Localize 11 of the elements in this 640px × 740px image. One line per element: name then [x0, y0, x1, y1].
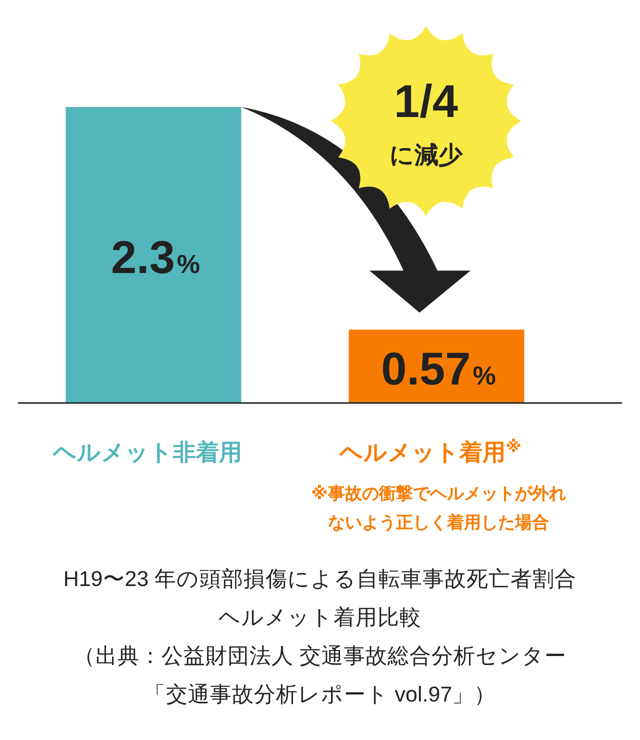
- text: （出典：公益財団法人 交通事故総合分析センター: [74, 644, 566, 668]
- x-tick-label: ヘルメット着用$^{※}$: [338, 438, 522, 465]
- data-label: 0.57%: [381, 342, 496, 394]
- text: ないよう正しく着用した場合: [328, 513, 549, 532]
- text: ヘルメット着用比較: [218, 606, 422, 630]
- text: 「交通事故分析レポート vol.97」）: [144, 682, 496, 706]
- text: ※事故の衝撃でヘルメットが外れ: [311, 484, 566, 503]
- x-tick-label: ヘルメット非着用: [52, 439, 242, 465]
- annotation: 1/4 に減少: [390, 75, 464, 169]
- text: H19〜23 年の頭部損傷による自転車事故死亡者割合: [63, 567, 577, 591]
- data-label: 2.3%: [110, 231, 200, 283]
